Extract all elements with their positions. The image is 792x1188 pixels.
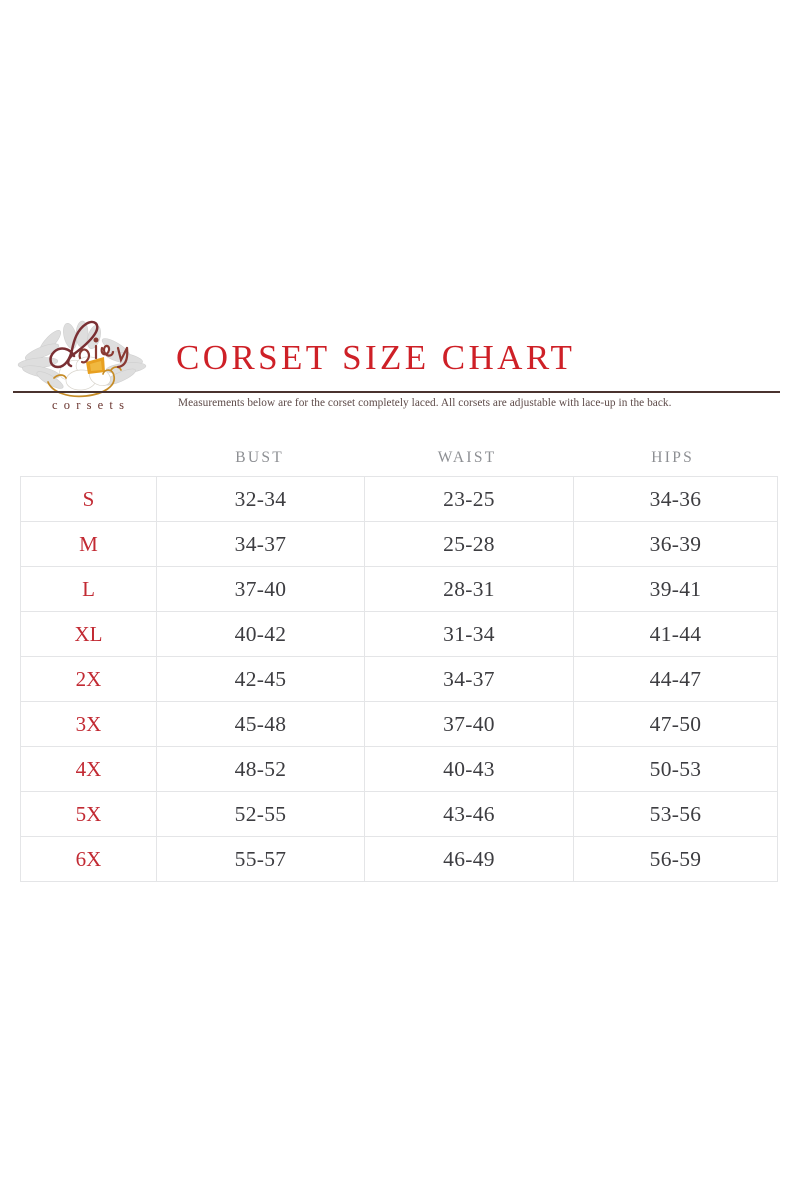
bust-value: 32-34 <box>156 476 365 522</box>
column-header-hips: HIPS <box>651 449 695 466</box>
hips-value: 56-59 <box>573 836 778 882</box>
hips-value: 47-50 <box>573 701 778 747</box>
table-row: 3X 45-48 37-40 47-50 <box>20 701 778 747</box>
size-chart-body: S 32-34 23-25 34-36 M 34-37 25-28 36-39 … <box>20 476 778 882</box>
waist-value: 28-31 <box>364 566 574 612</box>
size-label: L <box>20 566 157 612</box>
size-label: XL <box>20 611 157 657</box>
table-row: 6X 55-57 46-49 56-59 <box>20 836 778 882</box>
size-label: 6X <box>20 836 157 882</box>
bust-value: 48-52 <box>156 746 365 792</box>
hips-value: 36-39 <box>573 521 778 567</box>
hips-value: 39-41 <box>573 566 778 612</box>
bust-value: 52-55 <box>156 791 365 837</box>
size-label: S <box>20 476 157 522</box>
waist-value: 37-40 <box>364 701 574 747</box>
bust-value: 40-42 <box>156 611 365 657</box>
bust-value: 34-37 <box>156 521 365 567</box>
column-header-waist: WAIST <box>437 449 497 466</box>
table-row: L 37-40 28-31 39-41 <box>20 566 778 612</box>
size-label: 5X <box>20 791 157 837</box>
hips-value: 34-36 <box>573 476 778 522</box>
table-row: 2X 42-45 34-37 44-47 <box>20 656 778 702</box>
bust-value: 45-48 <box>156 701 365 747</box>
daisy-flower-icon <box>8 312 168 398</box>
chart-header: corsets CORSET SIZE CHART Measurements b… <box>0 300 792 425</box>
waist-value: 40-43 <box>364 746 574 792</box>
size-label: 4X <box>20 746 157 792</box>
hips-value: 44-47 <box>573 656 778 702</box>
waist-value: 46-49 <box>364 836 574 882</box>
table-row: XL 40-42 31-34 41-44 <box>20 611 778 657</box>
header-divider <box>13 391 780 393</box>
column-header-size-spacer <box>20 445 155 475</box>
bust-value: 37-40 <box>156 566 365 612</box>
size-label: 3X <box>20 701 157 747</box>
hips-value: 50-53 <box>573 746 778 792</box>
hips-value: 41-44 <box>573 611 778 657</box>
waist-value: 23-25 <box>364 476 574 522</box>
waist-value: 34-37 <box>364 656 574 702</box>
page-title: CORSET SIZE CHART <box>176 338 576 377</box>
table-row: M 34-37 25-28 36-39 <box>20 521 778 567</box>
waist-value: 31-34 <box>364 611 574 657</box>
size-chart-table: S 32-34 23-25 34-36 M 34-37 25-28 36-39 … <box>20 476 778 882</box>
size-label: 2X <box>20 656 157 702</box>
waist-value: 43-46 <box>364 791 574 837</box>
table-column-headers: BUST WAIST HIPS <box>20 445 773 475</box>
brand-wordmark: corsets <box>52 398 131 412</box>
bust-value: 55-57 <box>156 836 365 882</box>
table-row: S 32-34 23-25 34-36 <box>20 476 778 522</box>
brand-logo: corsets <box>8 312 168 420</box>
hips-value: 53-56 <box>573 791 778 837</box>
header-subtitle: Measurements below are for the corset co… <box>178 397 672 409</box>
waist-value: 25-28 <box>364 521 574 567</box>
table-row: 5X 52-55 43-46 53-56 <box>20 791 778 837</box>
bust-value: 42-45 <box>156 656 365 702</box>
column-header-bust: BUST <box>235 449 285 466</box>
table-row: 4X 48-52 40-43 50-53 <box>20 746 778 792</box>
size-label: M <box>20 521 157 567</box>
